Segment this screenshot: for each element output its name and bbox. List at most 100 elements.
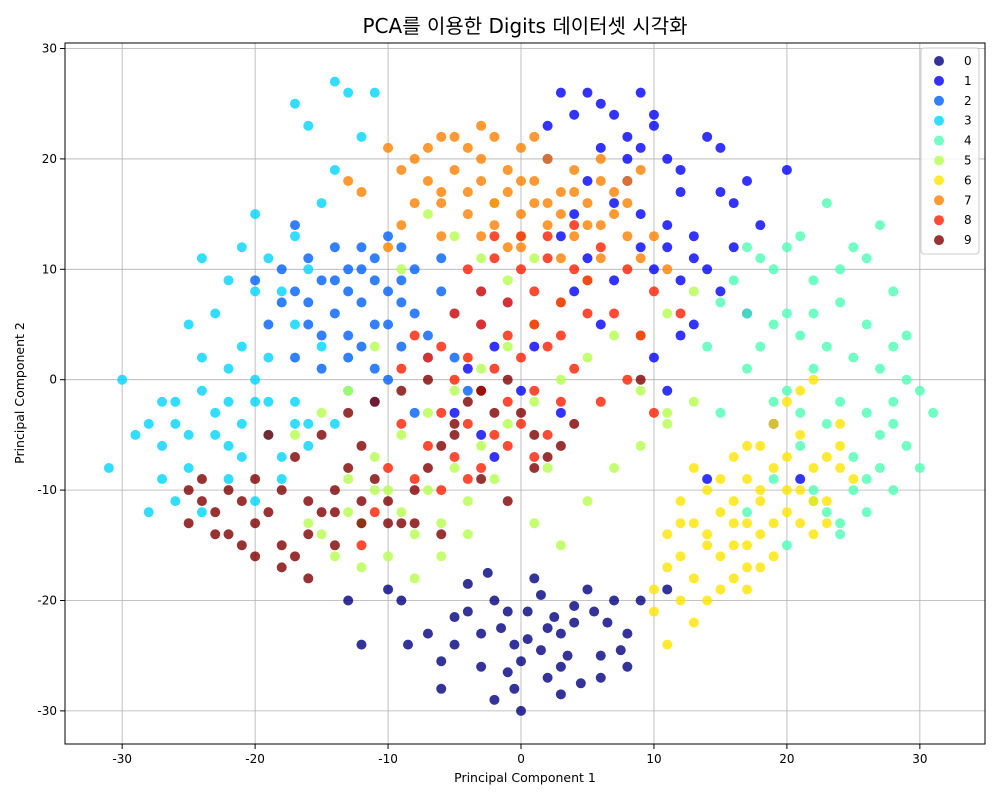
data-point-digit-6 [781,396,792,407]
data-point-digit-9 [409,485,420,496]
data-point-digit-9 [263,507,274,518]
data-point-digit-8 [542,253,553,264]
data-point-digit-9 [356,440,367,451]
data-point-digit-2 [303,297,314,308]
data-point-digit-2 [343,330,354,341]
data-point-digit-4 [795,231,806,242]
data-point-digit-9 [422,374,433,385]
data-point-digit-4 [795,440,806,451]
data-point-digit-1 [662,153,673,164]
data-point-digit-1 [702,264,713,275]
data-point-digit-0 [555,661,566,672]
data-point-digit-2 [396,275,407,286]
data-point-digit-3 [356,131,367,142]
data-point-digit-6 [688,617,699,628]
data-point-digit-7 [595,153,606,164]
legend-marker-2 [934,95,944,106]
data-point-digit-3 [290,319,300,330]
data-point-digit-5 [436,518,447,529]
data-point-digit-4 [874,429,885,440]
data-point-digit-1 [582,253,593,264]
data-point-digit-5 [609,463,620,474]
data-point-digit-0 [449,639,460,650]
data-point-digit-4 [914,463,925,474]
data-point-digit-5 [688,396,699,407]
data-point-digit-4 [861,474,872,485]
data-point-digit-7 [569,164,580,175]
data-point-digit-7 [476,175,487,186]
data-point-digit-0 [516,705,527,716]
data-point-digit-2 [316,330,327,341]
legend-marker-0 [934,56,944,66]
data-point-digit-0 [436,656,447,667]
data-point-digit-9 [210,529,221,540]
data-point-digit-1 [569,286,580,297]
data-point-digit-7 [529,198,540,209]
data-point-digit-7 [582,198,593,209]
data-point-digit-2 [303,253,314,264]
data-point-digit-3 [276,474,287,485]
legend-label-9: 9 [964,233,972,247]
data-point-digit-8 [648,407,659,418]
data-point-digit-9 [462,396,473,407]
data-point-digit-8 [409,330,420,341]
data-point-digit-0 [609,595,620,606]
data-point-digit-0 [662,584,673,595]
data-point-digit-8 [609,308,620,319]
data-point-digit-2 [329,308,340,319]
data-point-digit-3 [250,374,261,385]
data-point-digit-6 [795,485,806,496]
data-point-digit-6 [675,595,686,606]
data-point-digit-6 [755,485,766,496]
data-point-digit-9 [223,485,234,496]
data-point-digit-0 [422,628,433,639]
data-point-digit-4 [728,275,739,286]
data-point-digit-6 [688,573,699,584]
data-point-digit-4 [768,474,779,485]
data-point-digit-8 [582,308,593,319]
data-point-digit-2 [329,242,340,253]
data-point-digit-7 [436,187,447,198]
data-point-digit-0 [569,601,580,612]
data-point-digit-8 [422,440,433,451]
data-point-digit-0 [489,595,500,606]
data-point-digit-5 [462,496,473,507]
data-point-digit-2 [369,319,380,330]
data-point-digit-8 [675,308,686,319]
x-tick-label: 20 [779,752,794,766]
data-point-digit-2 [290,352,300,363]
data-point-digit-9 [223,529,234,540]
data-point-digit-2 [409,264,420,275]
y-tick-label: -20 [37,593,57,607]
data-point-digit-7 [449,164,460,175]
data-point-digit-7 [356,187,367,198]
data-point-digit-4 [835,264,846,275]
data-point-digit-4 [781,308,792,319]
data-point-digit-2 [436,286,447,297]
data-point-digit-9 [329,540,340,551]
data-point-digit-1 [702,474,713,485]
data-point-digit-6 [728,540,739,551]
data-point-digit-7 [396,220,407,231]
data-point-digit-1 [569,209,580,220]
data-point-digit-1 [688,253,699,264]
data-point-digit-8 [502,440,513,451]
data-point-digit-9 [502,496,513,507]
data-point-digit-2 [316,363,327,374]
data-point-digit-1 [622,153,633,164]
data-point-digit-1 [462,363,473,374]
data-point-digit-6 [755,440,766,451]
data-point-digit-8 [595,396,606,407]
data-point-digit-7 [555,253,566,264]
data-point-digit-4 [808,485,819,496]
data-point-digit-5 [609,330,620,341]
data-point-digit-9 [529,429,540,440]
data-point-digit-4 [901,440,912,451]
data-point-digit-7 [529,131,540,142]
data-point-digit-7 [542,198,553,209]
data-point-digit-9 [422,463,433,474]
data-point-digit-7 [555,209,566,220]
data-point-digit-6 [702,485,713,496]
data-point-digit-7 [662,264,673,275]
data-point-digit-8 [409,474,420,485]
